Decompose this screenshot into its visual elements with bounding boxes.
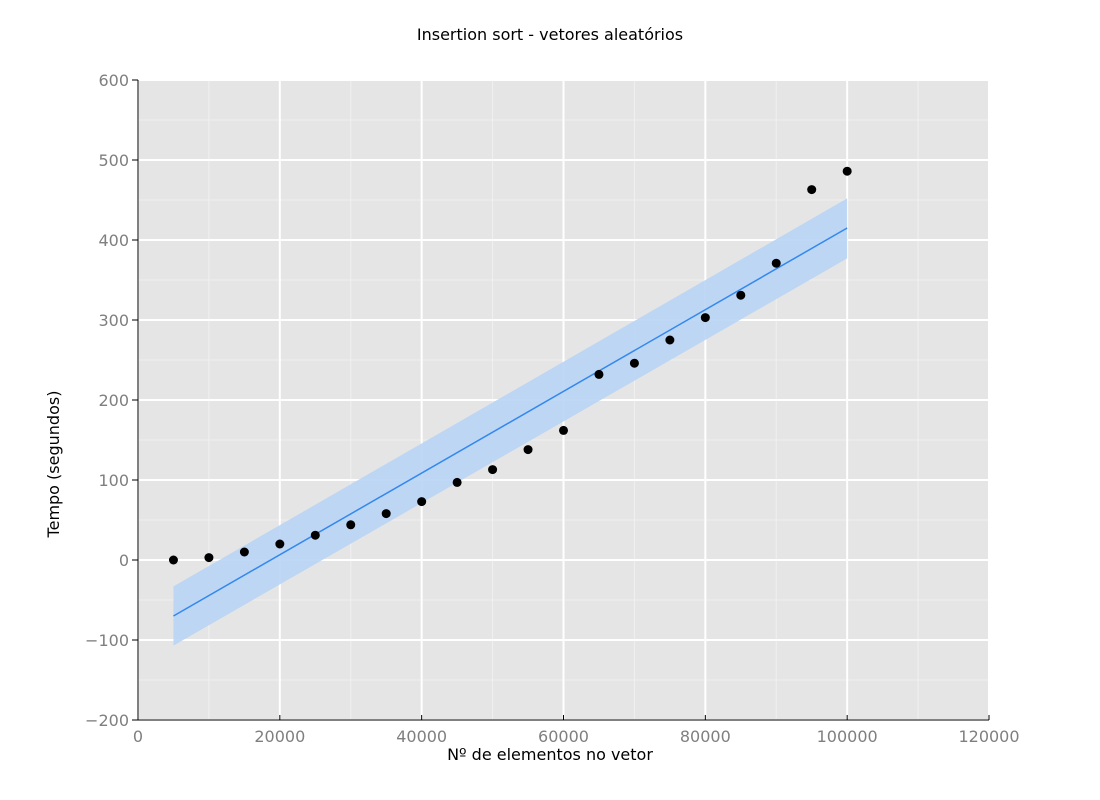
y-tick-label: 500	[98, 151, 129, 170]
data-point	[523, 445, 533, 455]
y-tick-label: −200	[85, 711, 129, 730]
y-tick-label: 200	[98, 391, 129, 410]
y-axis-label: Tempo (segundos)	[44, 391, 63, 539]
data-point	[239, 547, 249, 557]
chart-title: Insertion sort - vetores aleatórios	[417, 25, 683, 44]
y-tick-label: −100	[85, 631, 129, 650]
y-tick-label: 100	[98, 471, 129, 490]
data-point	[629, 358, 639, 368]
data-point	[700, 313, 710, 323]
data-point	[771, 258, 781, 268]
y-tick-label: 400	[98, 231, 129, 250]
x-tick-label: 80000	[680, 727, 731, 746]
data-point	[736, 290, 746, 300]
x-tick-label: 100000	[817, 727, 878, 746]
data-point	[346, 520, 356, 530]
x-axis-label: Nº de elementos no vetor	[447, 745, 653, 764]
data-point	[488, 465, 498, 475]
y-axis-ticks: −200 −100 0 100 200 300 400 500 600	[85, 71, 138, 730]
data-point	[310, 530, 320, 540]
x-tick-label: 0	[133, 727, 143, 746]
data-points	[168, 166, 852, 565]
data-point	[842, 166, 852, 176]
data-point	[559, 425, 568, 435]
data-point	[807, 185, 817, 195]
data-point	[381, 509, 391, 519]
x-axis-ticks: 0 20000 40000 60000 80000 100000 120000	[133, 715, 1020, 746]
x-tick-label: 20000	[254, 727, 305, 746]
major-grid	[137, 79, 990, 721]
x-tick-label: 40000	[396, 727, 447, 746]
y-tick-label: 0	[119, 551, 129, 570]
y-tick-label: 300	[98, 311, 129, 330]
data-point	[168, 555, 178, 565]
data-point	[594, 369, 604, 379]
fit-line	[173, 227, 848, 617]
x-tick-label: 120000	[958, 727, 1019, 746]
data-point	[665, 335, 675, 345]
data-point	[452, 477, 462, 487]
data-point	[275, 539, 285, 549]
data-point	[417, 497, 427, 507]
x-tick-label: 60000	[538, 727, 589, 746]
data-point	[204, 553, 214, 563]
y-tick-label: 600	[98, 71, 129, 90]
